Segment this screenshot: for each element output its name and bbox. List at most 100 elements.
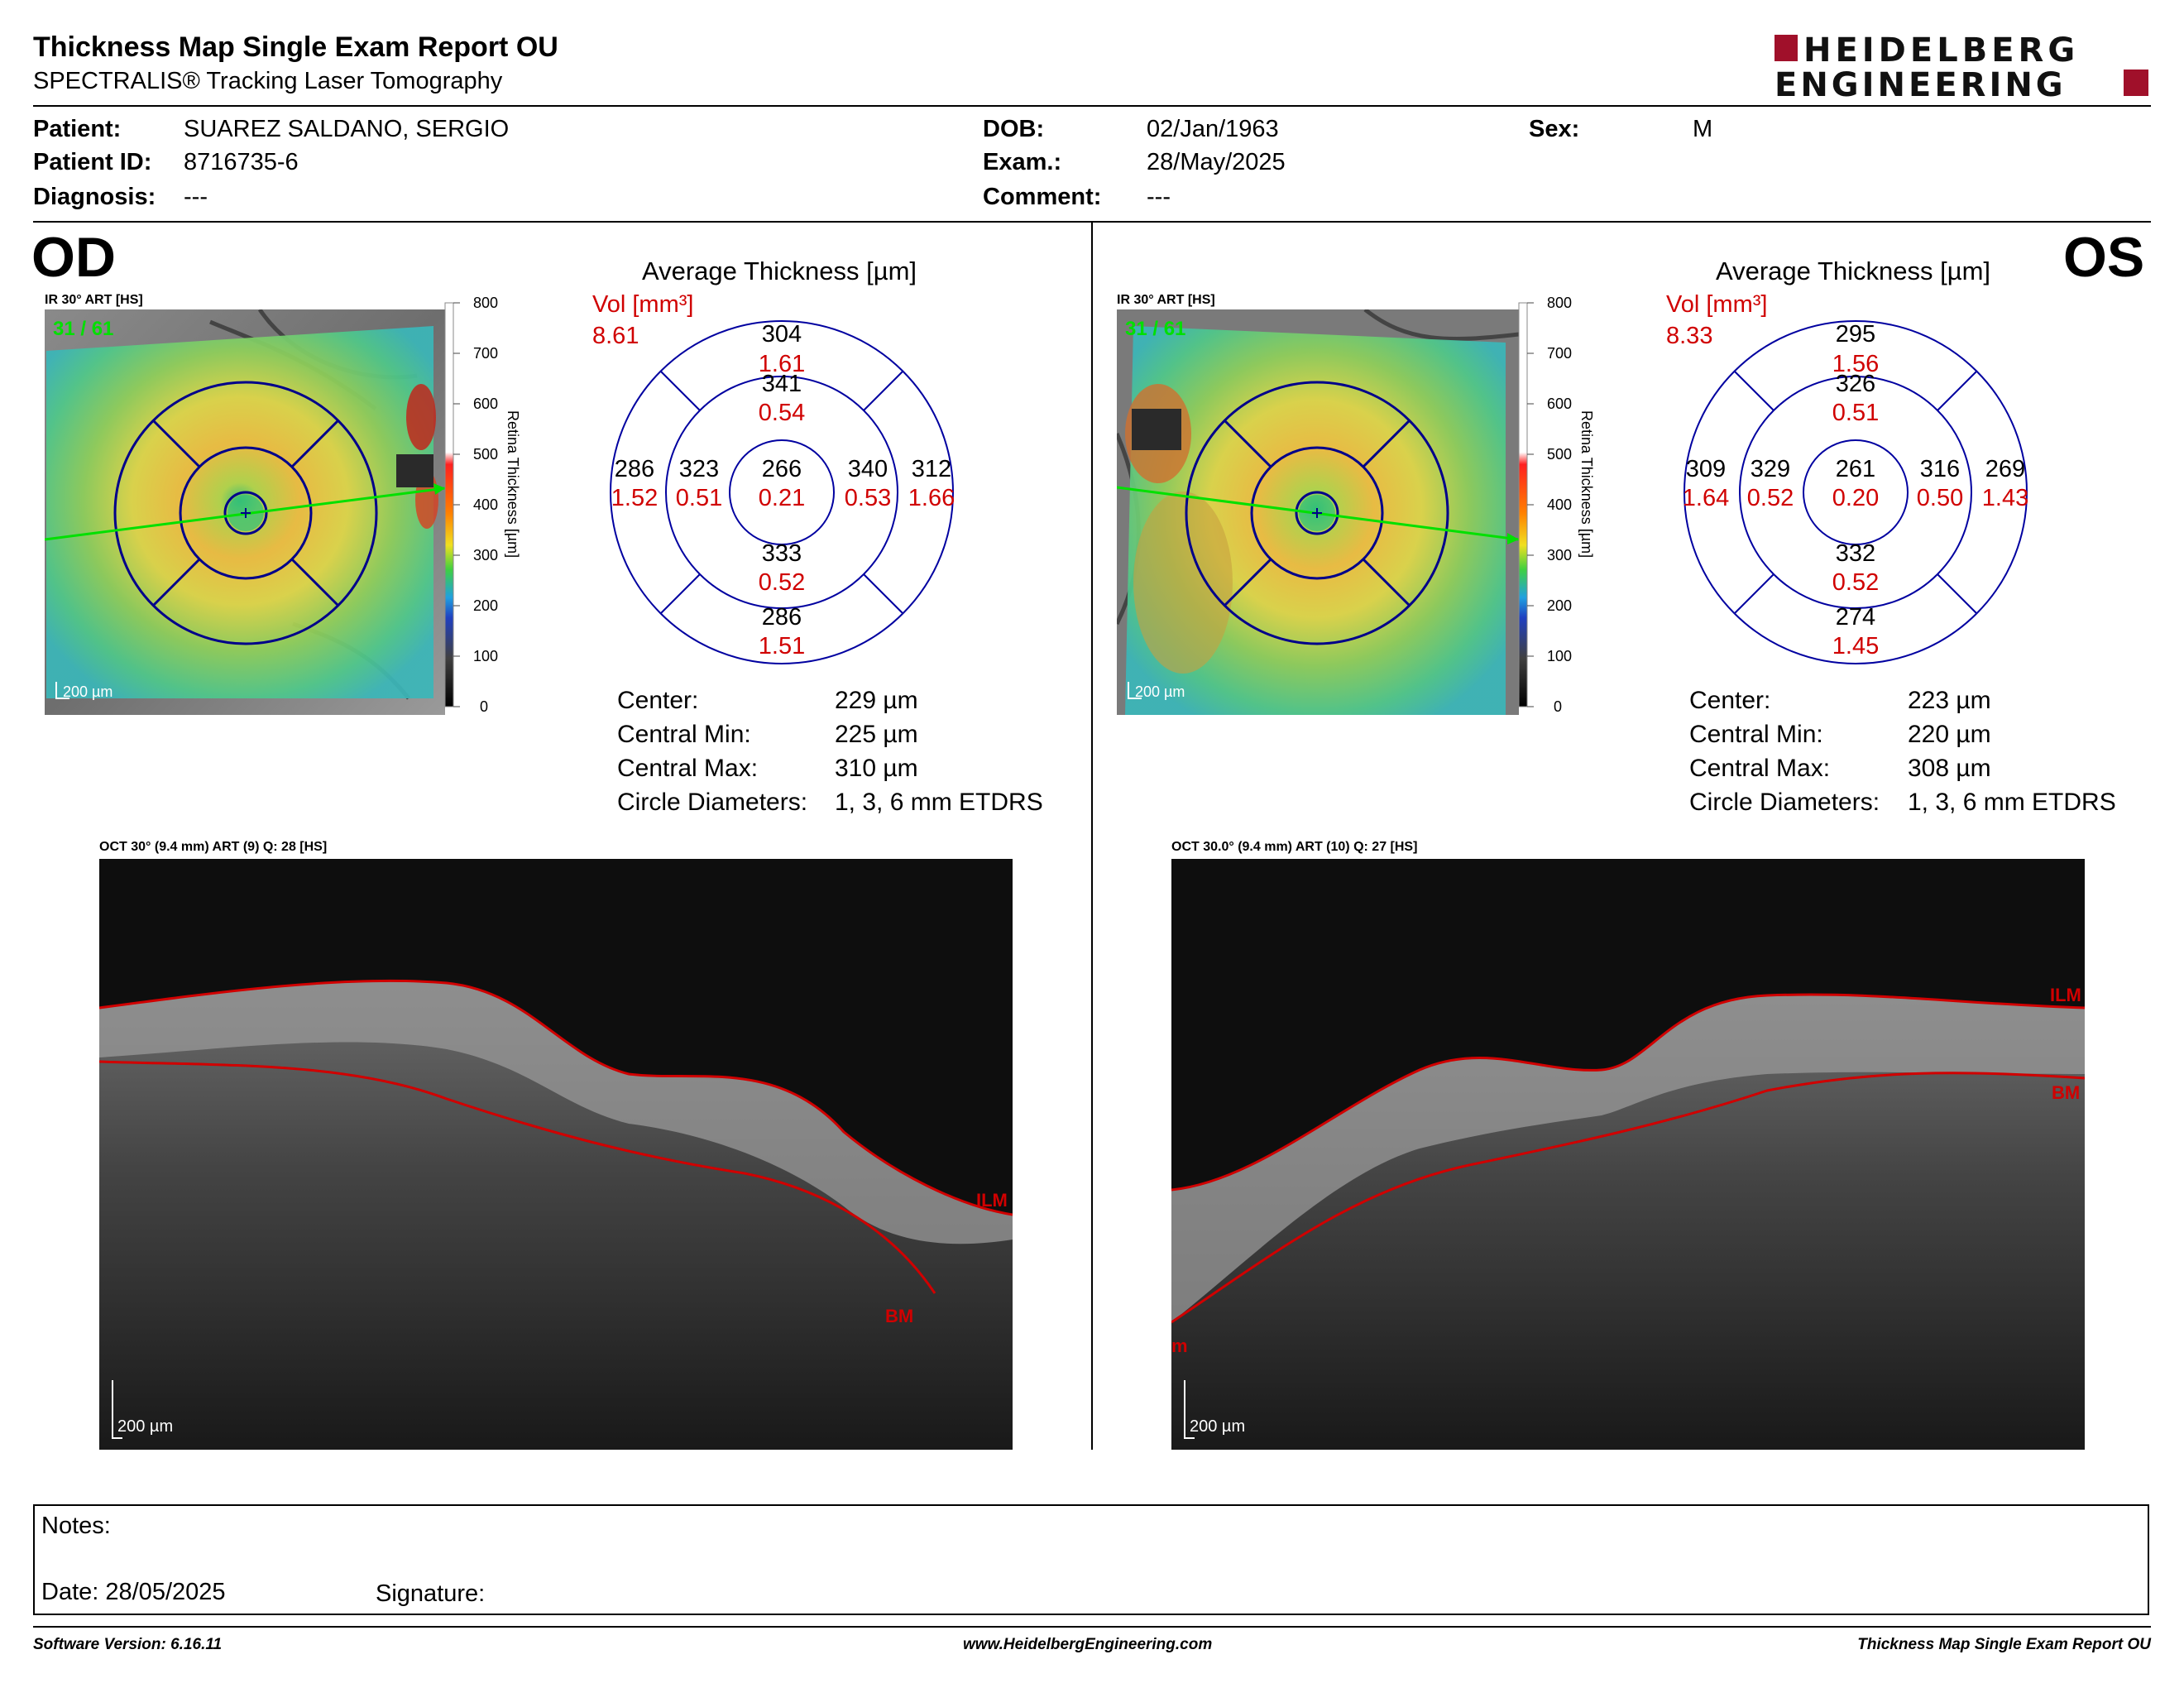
website-link[interactable]: www.HeidelbergEngineering.com xyxy=(963,1636,1213,1653)
os-colorbar: 800 700 600 500 400 300 200 100 0 Retina… xyxy=(1518,295,1595,715)
od-colorbar: 800 700 600 500 400 300 200 100 0 Retina… xyxy=(444,295,521,715)
od-inner-sup-vol: 0.54 xyxy=(759,400,805,426)
od-outer-inf-vol: 1.51 xyxy=(759,633,805,659)
diagnosis-value: --- xyxy=(184,184,208,210)
comment-label: Comment: xyxy=(983,184,1102,210)
os-stats-values: 223 µm 220 µm 308 µm 1, 3, 6 mm ETDRS xyxy=(1908,687,2116,822)
header-rule xyxy=(33,105,2151,107)
footer-report-title: Thickness Map Single Exam Report OU xyxy=(1857,1636,2151,1653)
notes-box[interactable]: Notes: Date: 28/05/2025 Signature: xyxy=(33,1504,2149,1615)
date-label: Date: 28/05/2025 xyxy=(41,1579,226,1605)
od-cbar-tick: 100 xyxy=(473,648,498,664)
od-min-value: 225 µm xyxy=(835,721,918,748)
os-max-label: Central Max: xyxy=(1689,755,1831,782)
od-oct-scale: 200 µm xyxy=(117,1417,173,1436)
eye-label-od: OD xyxy=(31,226,116,289)
sex-label: Sex: xyxy=(1529,116,1580,142)
os-min-label: Central Min: xyxy=(1689,721,1823,748)
os-outer-nas-vol: 1.64 xyxy=(1683,485,1729,511)
os-circle-label: Circle Diameters: xyxy=(1689,789,1880,816)
sex-value: M xyxy=(1693,116,1713,142)
od-inner-inf-vol: 0.52 xyxy=(759,569,805,596)
od-map-scale: 200 µm xyxy=(63,683,113,700)
os-cbar-tick: 300 xyxy=(1547,547,1572,563)
notes-label: Notes: xyxy=(41,1513,111,1539)
os-cbar-tick: 500 xyxy=(1547,446,1572,463)
os-map-scale: 200 µm xyxy=(1135,683,1185,700)
os-center-label: Center: xyxy=(1689,687,1771,714)
od-cbar-tick: 200 xyxy=(473,597,498,614)
od-cbar-tick: 500 xyxy=(473,446,498,463)
od-outer-sup-thk: 304 xyxy=(762,321,802,348)
os-thickness-title: Average Thickness [µm] xyxy=(1716,257,1991,285)
od-thickness-map: 31 / 61 200 µm xyxy=(45,309,445,715)
os-inner-sup-thk: 326 xyxy=(1836,371,1875,397)
od-stats-labels: Center: Central Min: Central Max: Circle… xyxy=(617,687,807,822)
os-inner-sup-vol: 0.51 xyxy=(1832,400,1879,426)
od-ilm-label: ILM xyxy=(976,1190,1008,1211)
os-outer-inf-vol: 1.45 xyxy=(1832,633,1879,659)
svg-text:HEIDELBERG: HEIDELBERG xyxy=(1803,31,2079,70)
od-frames: 31 / 61 xyxy=(53,318,113,340)
od-inner-tmp-thk: 340 xyxy=(848,456,888,482)
patient-id: 8716735-6 xyxy=(184,149,299,175)
od-cbar-title: Retina Thickness [µm] xyxy=(505,410,521,558)
os-outer-tmp-vol: 1.43 xyxy=(1982,485,2028,511)
os-inner-nas-vol: 0.52 xyxy=(1747,485,1794,511)
od-ir-label: IR 30° ART [HS] xyxy=(45,293,143,307)
od-inner-nas-vol: 0.51 xyxy=(676,485,722,511)
os-outer-tmp-thk: 269 xyxy=(1985,456,2025,482)
os-circle-value: 1, 3, 6 mm ETDRS xyxy=(1908,789,2116,816)
os-outer-nas-thk: 309 xyxy=(1686,456,1726,482)
os-inner-inf-thk: 332 xyxy=(1836,540,1875,567)
od-oct-bscan: ILM BM 200 µm xyxy=(99,859,1013,1450)
od-center-vol: 0.21 xyxy=(759,485,805,511)
od-outer-tmp-thk: 312 xyxy=(912,456,951,482)
os-max-value: 308 µm xyxy=(1908,755,1991,782)
eye-divider xyxy=(1091,222,1093,1450)
od-etdrs-grid: 304 1.61 341 0.54 286 1.52 323 0.51 266 … xyxy=(610,320,955,664)
od-cbar-tick: 800 xyxy=(473,295,498,311)
os-ir-label: IR 30° ART [HS] xyxy=(1117,293,1215,307)
os-cbar-title: Retina Thickness [µm] xyxy=(1578,410,1595,558)
od-bm-label: BM xyxy=(885,1306,913,1326)
heidelberg-logo: HEIDELBERG ENGINEERING xyxy=(1774,31,2148,104)
os-cbar-tick: 600 xyxy=(1547,396,1572,412)
patient-id-label: Patient ID: xyxy=(33,149,152,175)
diagnosis-label: Diagnosis: xyxy=(33,184,156,210)
os-outer-sup-vol: 1.56 xyxy=(1832,351,1879,377)
od-outer-inf-thk: 286 xyxy=(762,604,802,631)
od-stats-values: 229 µm 225 µm 310 µm 1, 3, 6 mm ETDRS xyxy=(835,687,1043,822)
od-outer-nas-vol: 1.52 xyxy=(611,485,658,511)
os-center-value: 223 µm xyxy=(1908,687,1991,714)
os-cbar-tick: 800 xyxy=(1547,295,1572,311)
od-center-thk: 266 xyxy=(762,456,802,482)
od-max-value: 310 µm xyxy=(835,755,918,782)
os-cbar-tick: 0 xyxy=(1554,698,1562,715)
od-outer-nas-thk: 286 xyxy=(615,456,654,482)
eye-label-os: OS xyxy=(2063,226,2145,289)
comment-value: --- xyxy=(1147,184,1171,210)
os-vol-label: Vol [mm³] xyxy=(1666,291,1768,318)
os-stats-labels: Center: Central Min: Central Max: Circle… xyxy=(1689,687,1880,822)
dob-value: 02/Jan/1963 xyxy=(1147,116,1279,142)
os-cbar-tick: 100 xyxy=(1547,648,1572,664)
exam-value: 28/May/2025 xyxy=(1147,149,1286,175)
od-inner-nas-thk: 323 xyxy=(679,456,719,482)
od-circle-label: Circle Diameters: xyxy=(617,789,808,816)
os-etdrs-grid: 295 1.56 326 0.51 309 1.64 329 0.52 261 … xyxy=(1683,320,2028,664)
od-vol-label: Vol [mm³] xyxy=(592,291,694,318)
exam-label: Exam.: xyxy=(983,149,1062,175)
os-cbar-tick: 400 xyxy=(1547,496,1572,513)
os-bm-left-label: m xyxy=(1171,1336,1188,1356)
od-outer-sup-vol: 1.61 xyxy=(759,351,805,377)
os-outer-sup-thk: 295 xyxy=(1836,321,1875,348)
os-cbar-tick: 700 xyxy=(1547,345,1572,362)
od-inner-tmp-vol: 0.53 xyxy=(845,485,891,511)
od-circle-value: 1, 3, 6 mm ETDRS xyxy=(835,789,1043,816)
od-vol-value: 8.61 xyxy=(592,323,639,349)
od-outer-tmp-vol: 1.66 xyxy=(908,485,955,511)
os-center-thk: 261 xyxy=(1836,456,1875,482)
od-inner-sup-thk: 341 xyxy=(762,371,802,397)
od-cbar-tick: 0 xyxy=(480,698,488,715)
